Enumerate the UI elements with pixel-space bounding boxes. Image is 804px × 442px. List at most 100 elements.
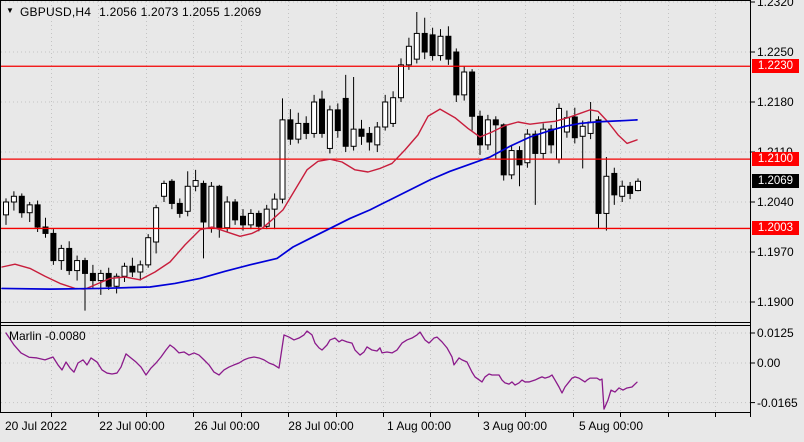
indicator-tick-label: -0.0165 bbox=[757, 395, 798, 410]
bear-candle-body bbox=[240, 215, 246, 226]
price-tick-label: 1.1970 bbox=[757, 245, 794, 259]
bear-candle-body bbox=[42, 226, 49, 234]
bear-candle-body bbox=[50, 232, 57, 262]
price-level-badge: 1.2230 bbox=[752, 59, 799, 74]
bull-candle-body bbox=[540, 128, 547, 154]
bull-candle-body bbox=[184, 185, 191, 212]
bull-candle-body bbox=[263, 208, 270, 227]
date-label: 22 Jul 00:00 bbox=[99, 419, 165, 433]
bear-candle-body bbox=[303, 122, 310, 134]
bull-candle-body bbox=[208, 185, 215, 229]
bull-candle-body bbox=[405, 45, 412, 66]
bear-candle-body bbox=[176, 202, 183, 214]
bear-candle-body bbox=[18, 195, 25, 214]
bear-candle-body bbox=[571, 116, 578, 139]
date-label: 20 Jul 2022 bbox=[4, 419, 68, 433]
bear-candle-body bbox=[548, 128, 555, 146]
price-tick-label: 1.1900 bbox=[757, 295, 794, 309]
bull-candle-body bbox=[137, 264, 144, 273]
bull-candle-body bbox=[247, 212, 254, 226]
ma-slow-blue-line bbox=[1, 119, 638, 290]
bull-candle-body bbox=[326, 109, 333, 149]
bear-candle-body bbox=[611, 172, 618, 196]
indicator-tick-label: 0.00 bbox=[757, 355, 781, 370]
bull-candle-body bbox=[58, 247, 65, 262]
bull-candle-body bbox=[74, 260, 81, 272]
bull-candle-body bbox=[461, 71, 468, 96]
bull-candle-body bbox=[398, 64, 404, 99]
indicator-value-label: -0.0080 bbox=[45, 329, 86, 343]
bull-candle-body bbox=[524, 133, 531, 164]
bear-candle-body bbox=[421, 32, 428, 53]
bull-candle-body bbox=[271, 198, 278, 210]
bear-candle-body bbox=[334, 109, 341, 132]
bull-candle-body bbox=[224, 201, 231, 229]
ma-fast-red-line bbox=[1, 108, 638, 290]
bear-candle-body bbox=[358, 128, 365, 137]
date-label: 1 Aug 00:00 bbox=[386, 419, 452, 433]
bull-candle-body bbox=[350, 128, 357, 147]
bear-candle-body bbox=[469, 71, 476, 117]
bear-candle-body bbox=[532, 133, 539, 154]
date-label: 5 Aug 00:00 bbox=[578, 419, 644, 433]
bull-candle-body bbox=[413, 32, 420, 60]
bull-candle-body bbox=[26, 204, 33, 214]
date-label: 26 Jul 00:00 bbox=[194, 419, 260, 433]
bear-candle-body bbox=[287, 119, 294, 140]
price-level-badge: 1.2003 bbox=[752, 221, 799, 236]
bull-candle-body bbox=[145, 237, 152, 266]
indicator-header: Marlin -0.0080 bbox=[9, 329, 86, 343]
bear-candle-body bbox=[627, 185, 634, 194]
indicator-name-label: Marlin bbox=[9, 329, 42, 343]
current-price-badge: 1.2069 bbox=[752, 174, 799, 189]
bear-candle-body bbox=[129, 265, 136, 273]
bull-candle-body bbox=[635, 180, 641, 192]
bull-candle-body bbox=[161, 182, 167, 197]
bear-candle-body bbox=[429, 34, 436, 57]
bear-candle-body bbox=[453, 51, 460, 96]
price-tick-label: 1.2180 bbox=[757, 95, 794, 109]
bear-candle-body bbox=[66, 247, 73, 272]
bull-candle-body bbox=[153, 207, 160, 243]
ohlc-values: 1.2056 1.2073 1.2055 1.2069 bbox=[99, 5, 262, 19]
bear-candle-body bbox=[200, 182, 207, 223]
bull-candle-body bbox=[192, 180, 199, 187]
marlin-indicator-line bbox=[5, 330, 638, 410]
bull-candle-body bbox=[437, 35, 444, 57]
bear-candle-body bbox=[492, 119, 499, 126]
bear-candle-body bbox=[319, 98, 325, 134]
bear-candle-body bbox=[445, 35, 452, 60]
bear-candle-body bbox=[477, 115, 483, 146]
bear-candle-body bbox=[89, 272, 96, 282]
bull-candle-body bbox=[508, 150, 515, 176]
bull-candle-body bbox=[619, 185, 626, 197]
bear-candle-body bbox=[232, 201, 239, 221]
bull-candle-body bbox=[311, 101, 318, 134]
bear-candle-body bbox=[255, 212, 262, 227]
indicator-tick-label: 0.0125 bbox=[757, 325, 794, 340]
bear-candle-body bbox=[595, 119, 602, 214]
bull-candle-body bbox=[3, 201, 9, 216]
bear-candle-body bbox=[216, 185, 223, 229]
bear-candle-body bbox=[366, 132, 373, 143]
bull-candle-body bbox=[295, 122, 302, 140]
chart-symbol-dropdown-icon[interactable]: ▼ bbox=[6, 6, 14, 15]
symbol-period-label: GBPUSD,H4 bbox=[20, 5, 92, 19]
bear-candle-body bbox=[516, 150, 523, 166]
bull-candle-body bbox=[390, 97, 397, 124]
bull-candle-body bbox=[579, 125, 586, 137]
bull-candle-body bbox=[382, 101, 389, 128]
bull-candle-body bbox=[10, 195, 17, 203]
bull-candle-body bbox=[97, 272, 104, 282]
bull-candle-body bbox=[587, 121, 594, 134]
bear-candle-body bbox=[168, 180, 175, 204]
date-label: 28 Jul 00:00 bbox=[288, 419, 354, 433]
bull-candle-body bbox=[113, 275, 120, 287]
bear-candle-body bbox=[342, 97, 349, 147]
bull-candle-body bbox=[603, 175, 610, 214]
price-tick-label: 1.2040 bbox=[757, 195, 794, 209]
bull-candle-body bbox=[374, 126, 381, 146]
price-level-badge: 1.2100 bbox=[752, 152, 799, 167]
